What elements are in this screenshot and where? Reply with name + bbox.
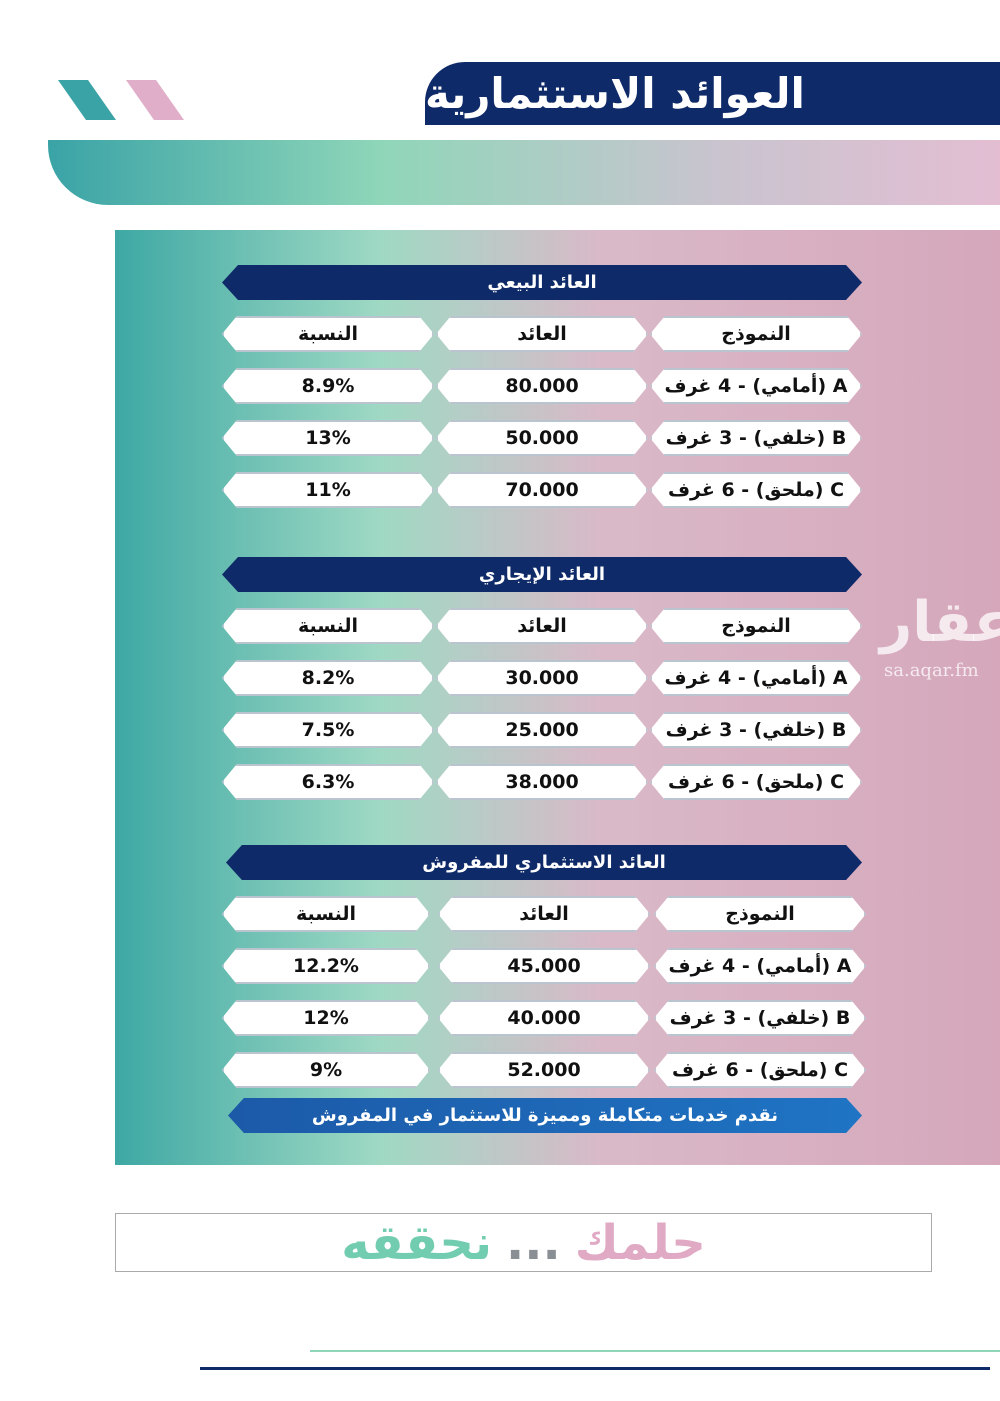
- column-header: النسبة: [222, 316, 434, 352]
- table-cell: C (ملحق) - 6 غرف: [654, 1052, 866, 1088]
- watermark-site: sa.aqar.fm: [884, 660, 979, 681]
- table-cell: 13%: [222, 420, 434, 456]
- table-cell: A (أمامي) - 4 غرف: [650, 660, 862, 696]
- slogan: حلمك ... نحققه: [115, 1213, 932, 1272]
- table-cell: C (ملحق) - 6 غرف: [650, 764, 862, 800]
- table-cell: 45.000: [438, 948, 650, 984]
- table-cell: 40.000: [438, 1000, 650, 1036]
- table-cell: 80.000: [436, 368, 648, 404]
- table-cell: B (خلفي) - 3 غرف: [650, 420, 862, 456]
- column-header: النموذج: [650, 608, 862, 644]
- note: نقدم خدمات متكاملة ومميزة للاستثمار في ا…: [228, 1098, 862, 1133]
- table-cell: 50.000: [436, 420, 648, 456]
- watermark-logo: عقار: [880, 590, 1000, 655]
- table-cell: 38.000: [436, 764, 648, 800]
- table-cell: B (خلفي) - 3 غرف: [654, 1000, 866, 1036]
- column-header: العائد: [438, 896, 650, 932]
- section-title: العائد البيعي: [222, 265, 862, 300]
- table-cell: 8.9%: [222, 368, 434, 404]
- table-cell: 52.000: [438, 1052, 650, 1088]
- table-cell: A (أمامي) - 4 غرف: [650, 368, 862, 404]
- slogan-separator: ...: [506, 1214, 561, 1271]
- header-strip: [48, 140, 1000, 205]
- footer-line: [200, 1367, 990, 1370]
- column-header: النسبة: [222, 896, 430, 932]
- table-cell: 25.000: [436, 712, 648, 748]
- column-header: النسبة: [222, 608, 434, 644]
- table-cell: 11%: [222, 472, 434, 508]
- table-cell: A (أمامي) - 4 غرف: [654, 948, 866, 984]
- table-cell: 9%: [222, 1052, 430, 1088]
- column-header: العائد: [436, 608, 648, 644]
- slogan-first: حلمك: [574, 1214, 706, 1271]
- slogan-second: نحققه: [341, 1214, 493, 1271]
- table-cell: 12%: [222, 1000, 430, 1036]
- section-title: العائد الإيجاري: [222, 557, 862, 592]
- section-title: العائد الاستثماري للمفروش: [226, 845, 862, 880]
- table-cell: 7.5%: [222, 712, 434, 748]
- column-header: النموذج: [650, 316, 862, 352]
- page-title: العوائد الاستثمارية: [425, 62, 1000, 125]
- table-cell: 8.2%: [222, 660, 434, 696]
- table-cell: 6.3%: [222, 764, 434, 800]
- decoration: [125, 80, 185, 120]
- footer-line: [310, 1350, 1000, 1352]
- table-cell: B (خلفي) - 3 غرف: [650, 712, 862, 748]
- table-cell: 30.000: [436, 660, 648, 696]
- table-cell: 12.2%: [222, 948, 430, 984]
- table-cell: C (ملحق) - 6 غرف: [650, 472, 862, 508]
- table-cell: 70.000: [436, 472, 648, 508]
- column-header: النموذج: [654, 896, 866, 932]
- decoration: [57, 80, 117, 120]
- column-header: العائد: [436, 316, 648, 352]
